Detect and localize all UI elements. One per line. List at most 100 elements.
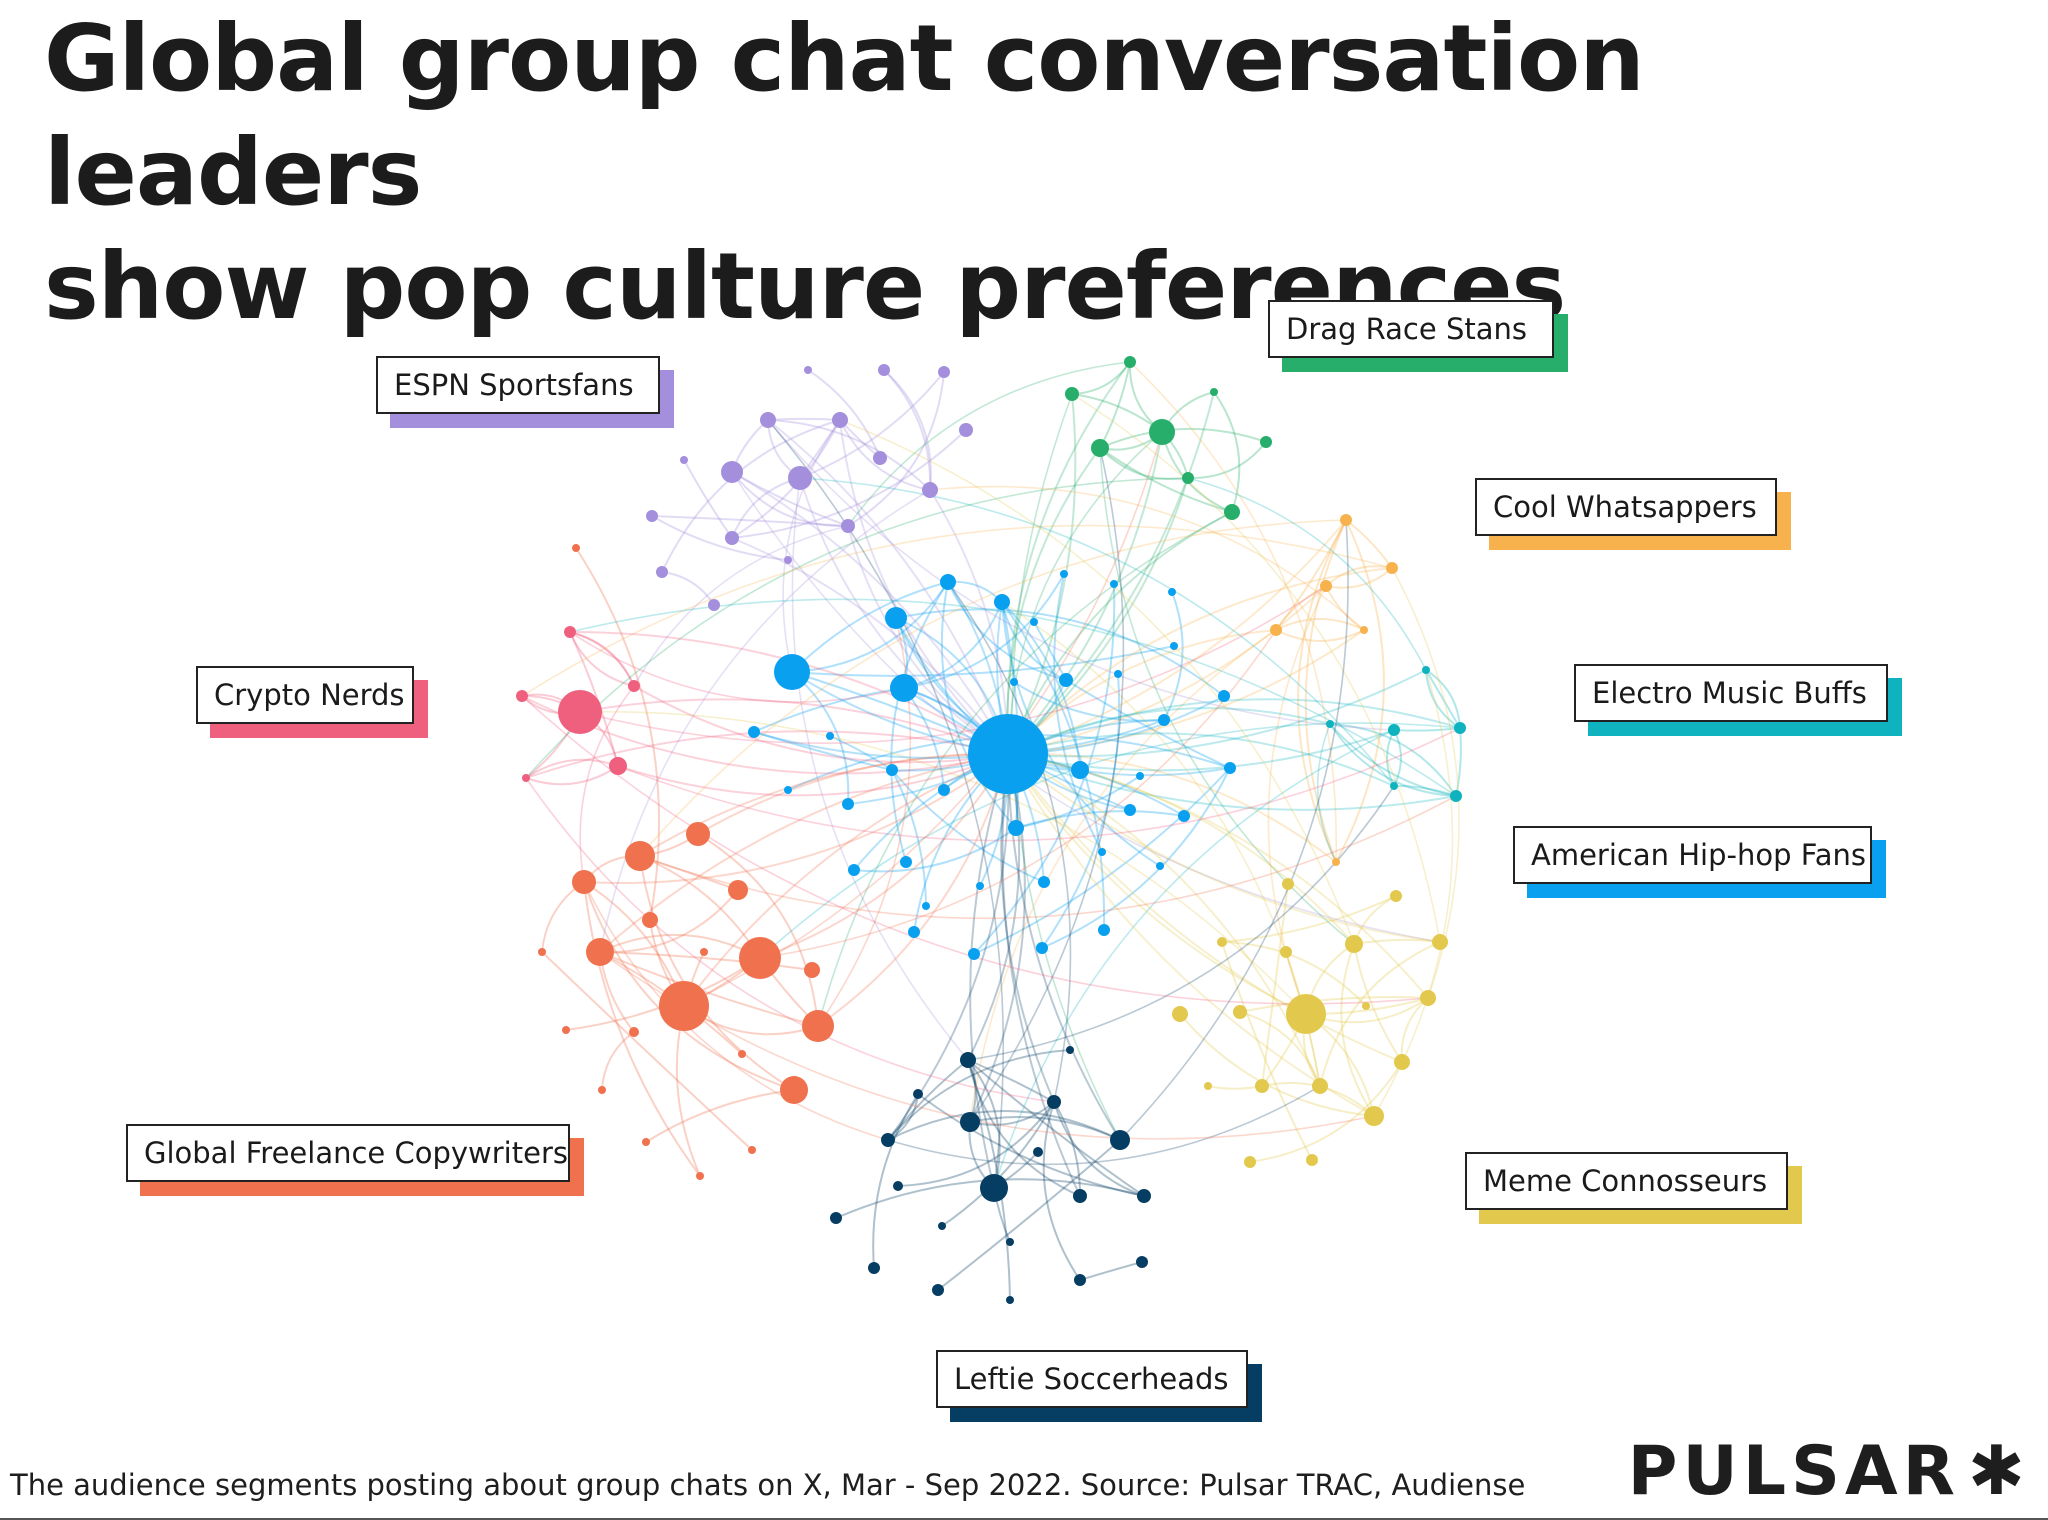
meme-to-hiphop-edge (1007, 753, 1375, 1117)
crypto-cross-edge (521, 695, 1429, 1005)
soccer-node (881, 1133, 895, 1147)
crypto-edge (569, 631, 635, 687)
soccer-to-hiphop-edge (1000, 753, 1055, 1103)
soccer-edge (1053, 1101, 1145, 1197)
node-layer (516, 356, 1466, 1304)
electro-cross-edge (1187, 477, 1427, 671)
electro-edge (1329, 723, 1457, 797)
label-whatsapp-box: Cool Whatsappers (1475, 478, 1777, 536)
electro-to-hiphop-edge (1007, 707, 1331, 755)
hiphop-node (994, 594, 1010, 610)
hiphop-edge (791, 581, 949, 673)
label-drag-text: Drag Race Stans (1286, 312, 1527, 346)
espn-node (680, 456, 688, 464)
soccer-edge (1079, 1261, 1143, 1281)
hiphop-edge (1041, 673, 1121, 949)
soccer-edge (897, 1101, 1055, 1187)
crypto-cross-edge (579, 685, 635, 883)
soccer-cross-edge (767, 419, 1005, 1189)
soccer-cross-edge (947, 581, 1072, 1103)
copywriters-node (642, 912, 658, 928)
hiphop-edge (1015, 810, 1185, 829)
meme-node (1255, 1079, 1269, 1093)
soccer-edge (887, 1059, 969, 1141)
hiphop-node (886, 764, 898, 776)
espn-node (708, 599, 720, 611)
hiphop-node (1158, 714, 1170, 726)
meme-edge (1221, 895, 1397, 943)
drag-to-hiphop-edge (1006, 447, 1101, 755)
drag-node (1149, 419, 1175, 445)
espn-edge (651, 515, 789, 561)
copywriters-cross-edge (583, 881, 889, 1141)
soccer-node (1110, 1130, 1130, 1150)
soccer-edge (1053, 1101, 1082, 1197)
drag-edge (1213, 391, 1241, 513)
hiphop-node (1114, 670, 1122, 678)
electro-edge (1329, 723, 1457, 797)
pulsar-logo: PULSAR ✱ (1628, 1432, 2030, 1511)
soccer-edge (917, 1093, 1145, 1197)
meme-node (1217, 937, 1227, 947)
meme-node (1172, 1006, 1188, 1022)
asterisk-icon: ✱ (1968, 1432, 2030, 1511)
hiphop-node (908, 926, 920, 938)
drag-cross-edge (1007, 431, 1163, 755)
hiphop-node (1224, 762, 1236, 774)
copywriters-edge (599, 889, 739, 954)
espn-edge (731, 429, 967, 539)
hiphop-node (842, 798, 854, 810)
electro-node (1422, 666, 1430, 674)
label-espn: ESPN Sportsfans (376, 356, 674, 428)
meme-edge (1340, 943, 1375, 1117)
whatsapp-to-hiphop-edge (1007, 519, 1347, 755)
hiphop-node (968, 948, 980, 960)
soccer-node (893, 1181, 903, 1191)
label-espn-box: ESPN Sportsfans (376, 356, 660, 414)
meme-edge (1319, 941, 1441, 1087)
espn-to-hiphop-edge (839, 419, 1009, 755)
label-crypto-text: Crypto Nerds (214, 678, 405, 712)
crypto-to-hiphop-edge (617, 753, 1009, 797)
crypto-node (609, 757, 627, 775)
hiphop-node (885, 607, 907, 629)
hiphop-edge (1013, 681, 1165, 722)
hiphop-edge (895, 608, 1225, 697)
electro-node (1388, 724, 1400, 736)
copywriters-node (748, 1146, 756, 1154)
whatsapp-node (1360, 626, 1368, 634)
crypto-edge (525, 765, 619, 786)
hiphop-edge (895, 617, 1081, 771)
hiphop-edge (1015, 775, 1141, 829)
hiphop-edge (1001, 601, 1161, 867)
soccer-node (1033, 1147, 1043, 1157)
whatsapp-to-hiphop-edge (1007, 752, 1337, 863)
hiphop-node (1098, 848, 1106, 856)
hiphop-node (748, 726, 760, 738)
label-hiphop: American Hip-hop Fans (1513, 826, 1886, 898)
drag-edge (1099, 427, 1267, 449)
copywriters-node (562, 1026, 570, 1034)
drag-to-hiphop-edge (1007, 393, 1077, 755)
meme-edge (1221, 941, 1367, 1007)
whatsapp-node (1332, 858, 1340, 866)
espn-to-hiphop-edge (731, 471, 1009, 755)
whatsapp-node (1320, 580, 1332, 592)
hiphop-edge (940, 581, 1017, 829)
copywriters-node (629, 1027, 639, 1037)
logo-text: PULSAR (1627, 1432, 1961, 1511)
hiphop-node (1218, 690, 1230, 702)
hiphop-node (1071, 761, 1089, 779)
hiphop-edge (1163, 591, 1184, 721)
soccer-node (1074, 1274, 1086, 1286)
soccer-edge (1042, 1101, 1081, 1281)
electro-node (1390, 782, 1398, 790)
whatsapp-edge (1297, 519, 1347, 863)
soccer-node (913, 1089, 923, 1099)
hiphop-node (1170, 642, 1178, 650)
espn-node (841, 519, 855, 533)
meme-node (1306, 1154, 1318, 1166)
crypto-to-hiphop-edge (633, 685, 1009, 764)
label-electro: Electro Music Buffs (1574, 664, 1902, 736)
